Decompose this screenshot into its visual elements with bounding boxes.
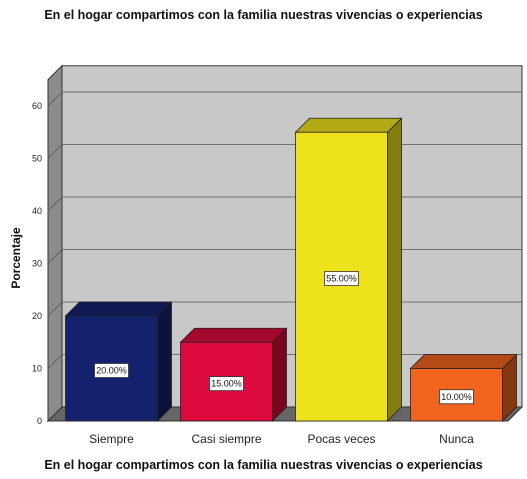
data-label-box [324, 271, 359, 287]
y-tick-label: 10 [32, 364, 42, 374]
bar-top [409, 354, 518, 369]
bar-side [157, 301, 172, 422]
y-tick-label: 30 [32, 259, 42, 269]
gridline-side [47, 354, 63, 369]
bar-side [272, 327, 287, 422]
data-label: 20.00% [96, 366, 127, 376]
bar-side [387, 117, 402, 422]
y-tick-label: 20 [32, 311, 42, 321]
gridline-side [47, 196, 63, 212]
data-label-box [439, 389, 474, 405]
gridline-side [47, 91, 63, 107]
bar-top [64, 301, 173, 317]
bars: 20.00% 15.00% 55.00% 10.00% [64, 117, 518, 422]
data-label: 15.00% [211, 379, 242, 389]
y-tick-label: 60 [32, 101, 42, 111]
chart-title: En el hogar compartimos con la familia n… [44, 8, 483, 22]
data-label-box [209, 376, 244, 392]
x-axis-label: En el hogar compartimos con la familia n… [44, 458, 483, 472]
y-axis-ticks: 0 10 20 30 40 50 60 [32, 101, 42, 426]
data-label: 55.00% [326, 274, 357, 284]
bar-casi-siempre: 15.00% [179, 327, 288, 422]
x-tick-label: Nunca [439, 432, 474, 446]
side-wall [47, 64, 63, 423]
bar-pocas-veces: 55.00% [294, 117, 403, 422]
bar-siempre: 20.00% [64, 301, 173, 422]
bar-top [179, 327, 288, 343]
y-tick-label: 50 [32, 154, 42, 164]
gridline-side [47, 301, 63, 317]
gridline-side [47, 249, 63, 264]
y-tick-label: 40 [32, 206, 42, 216]
data-label: 10.00% [441, 392, 472, 402]
y-axis-label: Porcentaje [9, 227, 23, 289]
x-tick-label: Casi siempre [191, 432, 261, 446]
x-axis-categories: Siempre Casi siempre Pocas veces Nunca [89, 432, 474, 446]
data-label-box [94, 363, 129, 378]
bar-nunca: 10.00% [409, 353, 518, 422]
y-tick-label: 0 [37, 416, 42, 426]
bar-top [294, 117, 403, 133]
x-tick-label: Pocas veces [307, 432, 375, 446]
gridline-side [47, 144, 63, 159]
x-tick-label: Siempre [89, 432, 134, 446]
